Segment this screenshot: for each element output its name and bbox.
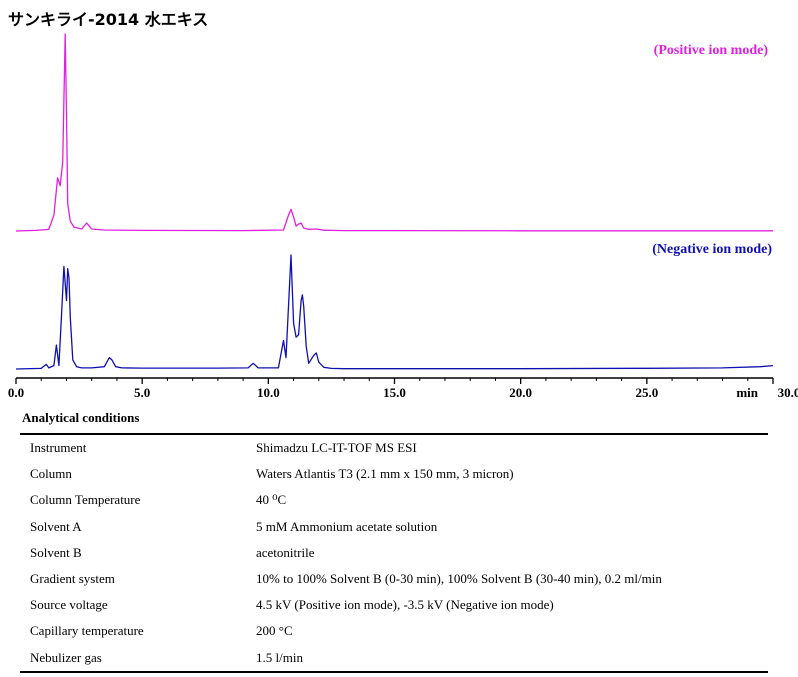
condition-key: Gradient system xyxy=(30,571,115,587)
condition-value: 10% to 100% Solvent B (0-30 min), 100% S… xyxy=(256,571,662,587)
condition-key: Capillary temperature xyxy=(30,623,144,639)
page-title: サンキライ-2014 水エキス xyxy=(8,10,209,29)
analytical-conditions: Analytical conditions Instrument Shimadzu… xyxy=(20,410,768,673)
condition-key: Solvent A xyxy=(30,518,82,534)
table-row: Column Waters Atlantis T3 (2.1 mm x 150 m… xyxy=(20,461,768,487)
chromatogram-chart: (Positive ion mode) (Negative ion mode) … xyxy=(8,33,798,400)
x-tick-label: 15.0 xyxy=(383,385,406,400)
series-line-positive xyxy=(15,33,773,232)
condition-key: Column xyxy=(30,466,72,482)
condition-key: Solvent B xyxy=(30,544,82,560)
condition-value: 1.5 l/min xyxy=(256,649,303,665)
table-row: Solvent A 5 mM Ammonium acetate solution xyxy=(20,514,768,540)
condition-key: Source voltage xyxy=(30,597,108,613)
x-tick-label: 20.0 xyxy=(509,385,532,400)
series-label-negative: (Negative ion mode) xyxy=(652,242,772,257)
conditions-table: Instrument Shimadzu LC-IT-TOF MS ESI Colum… xyxy=(20,433,768,673)
table-row: Capillary temperature 200 °C xyxy=(20,618,768,644)
condition-key: Column Temperature xyxy=(30,492,141,508)
table-row: Nebulizer gas 1.5 l/min xyxy=(20,645,768,672)
table-row: Instrument Shimadzu LC-IT-TOF MS ESI xyxy=(20,434,768,461)
x-tick-label: 25.0 xyxy=(635,385,658,400)
condition-value: Shimadzu LC-IT-TOF MS ESI xyxy=(256,440,417,456)
series-line-negative xyxy=(15,254,774,370)
condition-value: Waters Atlantis T3 (2.1 mm x 150 mm, 3 m… xyxy=(256,466,514,482)
x-axis-ticks: 0.0 5.0 10.0 15.0 20.0 25.0 30.0 xyxy=(8,378,798,400)
table-row: Column Temperature 40 ⁰C xyxy=(20,487,768,513)
x-tick-label: 5.0 xyxy=(134,385,150,400)
condition-value: 5 mM Ammonium acetate solution xyxy=(256,518,438,534)
x-tick-label: 30.0 xyxy=(778,385,798,400)
x-axis-label: min xyxy=(736,385,758,400)
conditions-title: Analytical conditions xyxy=(22,410,140,425)
condition-key: Nebulizer gas xyxy=(30,649,102,665)
series-label-positive: (Positive ion mode) xyxy=(654,43,769,58)
condition-value: 200 °C xyxy=(256,623,293,639)
condition-value: 4.5 kV (Positive ion mode), -3.5 kV (Neg… xyxy=(256,597,554,613)
x-tick-label: 10.0 xyxy=(257,385,280,400)
condition-value: acetonitrile xyxy=(256,544,315,560)
table-row: Gradient system 10% to 100% Solvent B (0-… xyxy=(20,566,768,592)
condition-value: 40 ⁰C xyxy=(256,492,287,508)
table-row: Source voltage 4.5 kV (Positive ion mode)… xyxy=(20,592,768,618)
table-row: Solvent B acetonitrile xyxy=(20,540,768,566)
condition-key: Instrument xyxy=(30,440,87,456)
x-tick-label: 0.0 xyxy=(8,385,24,400)
